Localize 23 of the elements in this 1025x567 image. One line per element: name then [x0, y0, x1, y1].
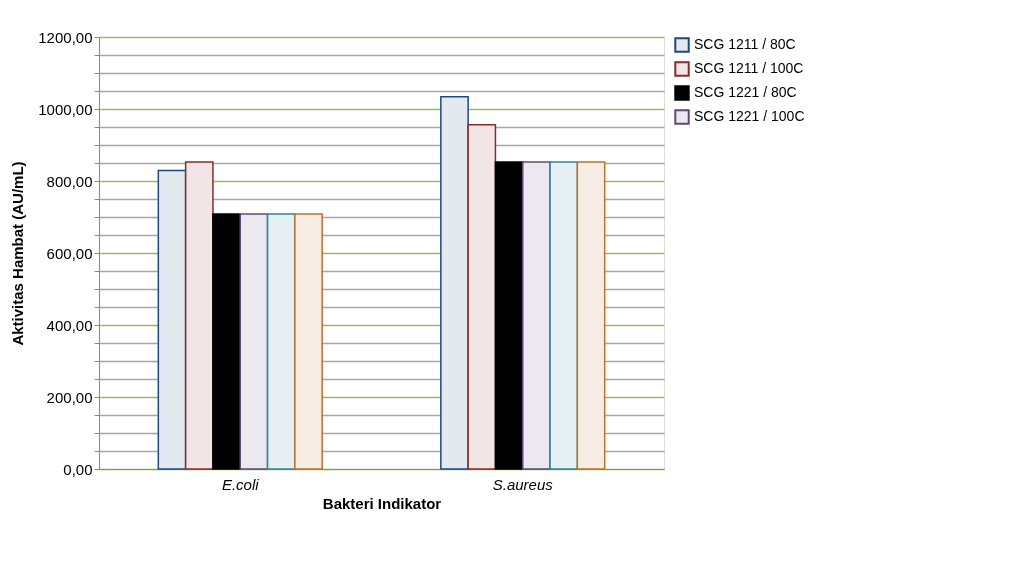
y-tick-label: 0,00	[63, 460, 93, 478]
bar	[467, 124, 497, 470]
y-tick-label: 200,00	[46, 388, 93, 406]
y-tick-label: 800,00	[46, 172, 93, 190]
bar	[494, 161, 524, 470]
x-axis-title: Bakteri Indikator	[322, 494, 442, 512]
y-tick-label: 400,00	[46, 316, 93, 334]
bar	[157, 169, 187, 470]
bar	[294, 213, 323, 470]
x-tick-label: E.coli	[221, 475, 260, 493]
y-tick-label: 600,00	[46, 244, 93, 262]
legend-label: SCG 1221 / 100C	[694, 108, 805, 124]
y-tick-label: 1200,00	[38, 28, 93, 46]
x-tick-label: S.aureus	[492, 475, 554, 493]
bar	[212, 213, 241, 470]
y-tick-label: 1000,00	[38, 100, 93, 118]
y-axis-title: Aktivitas Hambat (AU/mL)	[9, 161, 27, 346]
legend-label: SCG 1211 / 100C	[694, 60, 804, 76]
bar	[184, 161, 214, 470]
bar	[440, 96, 469, 470]
legend-label: SCG 1211 / 80C	[694, 36, 796, 52]
legend-label: SCG 1221 / 80C	[694, 84, 797, 100]
bar	[576, 161, 606, 470]
